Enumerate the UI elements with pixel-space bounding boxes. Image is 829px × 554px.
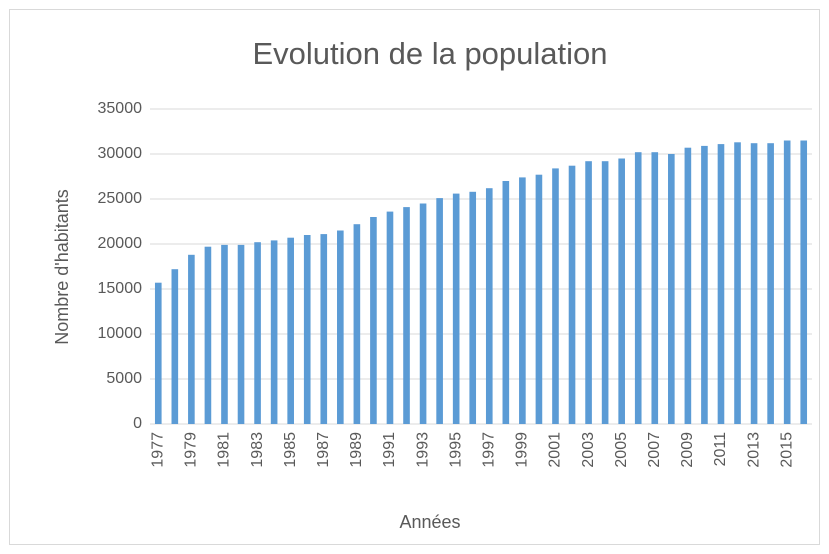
bar <box>684 147 692 424</box>
bar <box>353 224 361 424</box>
bar <box>717 144 725 424</box>
y-tick-label: 25000 <box>98 190 143 207</box>
y-tick-label: 35000 <box>98 100 143 117</box>
y-axis-label: Nombre d'habitants <box>52 189 72 345</box>
bar <box>452 193 460 424</box>
x-tick-label: 1999 <box>514 432 531 468</box>
x-tick-label: 1985 <box>282 432 299 468</box>
bar <box>221 244 228 424</box>
bar <box>386 211 394 424</box>
bar <box>287 237 294 424</box>
x-axis-label: Années <box>399 512 460 532</box>
bar <box>485 188 493 424</box>
bar <box>254 242 261 424</box>
x-tick-label: 2005 <box>613 432 630 468</box>
x-tick-label: 1977 <box>149 432 166 468</box>
bar <box>320 234 328 424</box>
x-tick-label: 2009 <box>679 432 696 468</box>
bar <box>303 235 311 424</box>
x-tick-label: 1983 <box>249 432 266 468</box>
x-tick-label: 1981 <box>216 432 233 468</box>
x-tick-label: 2007 <box>646 432 663 468</box>
x-tick-label: 1987 <box>315 432 332 468</box>
x-tick-label: 2003 <box>580 432 597 468</box>
chart-border <box>9 9 820 545</box>
bar <box>568 165 576 424</box>
bar <box>403 207 410 424</box>
bar <box>469 191 477 424</box>
bar <box>585 161 592 424</box>
y-tick-label: 15000 <box>98 280 143 297</box>
bar <box>618 158 625 424</box>
x-tick-label: 2013 <box>745 432 762 468</box>
bar <box>783 140 791 424</box>
bar <box>502 181 510 424</box>
bar <box>237 244 245 424</box>
bar <box>337 230 344 424</box>
x-tick-label: 1991 <box>381 432 398 468</box>
x-tick-label: 1993 <box>414 432 431 468</box>
x-tick-label: 2001 <box>547 432 564 468</box>
y-tick-label: 30000 <box>98 145 143 162</box>
bar <box>734 142 741 425</box>
y-tick-label: 0 <box>133 415 142 432</box>
y-tick-label: 20000 <box>98 235 143 252</box>
bar <box>767 143 774 424</box>
bar <box>668 154 675 424</box>
x-tick-label: 1979 <box>183 432 200 468</box>
y-tick-label: 10000 <box>98 325 143 342</box>
x-tick-label: 2015 <box>778 432 795 468</box>
x-tick-label: 1995 <box>447 432 464 468</box>
bar <box>188 254 195 424</box>
x-tick-label: 1997 <box>480 432 497 468</box>
bar <box>171 269 179 424</box>
bar <box>154 282 162 424</box>
bar <box>634 152 642 424</box>
bar <box>370 217 377 424</box>
bar <box>436 198 443 424</box>
bar <box>701 145 708 424</box>
bar <box>601 161 609 424</box>
bar <box>270 240 278 424</box>
bar <box>535 174 543 424</box>
bar <box>519 177 526 424</box>
bar <box>800 140 808 424</box>
x-tick-label: 2011 <box>712 432 729 467</box>
bar <box>419 203 427 424</box>
x-tick-label: 1989 <box>348 432 365 468</box>
chart-title: Evolution de la population <box>252 36 607 71</box>
y-tick-label: 5000 <box>106 370 142 387</box>
bar <box>750 143 758 424</box>
bar <box>204 246 212 424</box>
bar <box>552 168 559 424</box>
bar <box>651 152 659 424</box>
